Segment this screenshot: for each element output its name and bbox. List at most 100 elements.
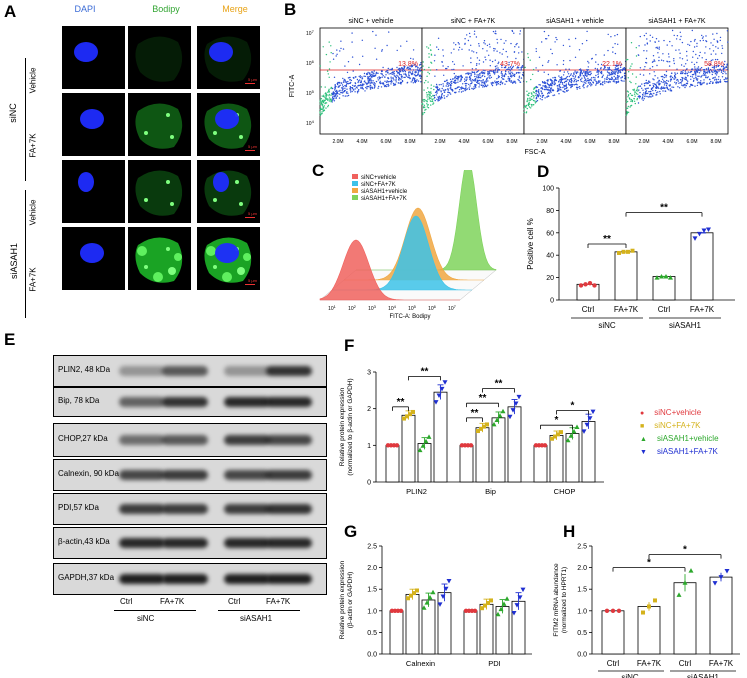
chart-h-point — [647, 604, 651, 609]
chart-g-point — [421, 605, 427, 610]
chart-f-point — [394, 443, 400, 448]
group-sinc: siNC — [8, 103, 18, 123]
flow-title-2: siNC + FA+7K — [451, 18, 496, 25]
chart-f-point — [482, 424, 486, 429]
flow-xlabel: FSC-A — [525, 149, 546, 156]
chart-f-point — [405, 414, 409, 419]
chart-d-point — [587, 281, 593, 286]
blot-band — [162, 504, 208, 514]
lane-group-siasah1: siASAH1 — [240, 614, 273, 623]
chart-f-point — [494, 417, 500, 423]
chart-d-point — [706, 227, 711, 232]
flow-xtick: 6.0M — [686, 139, 697, 145]
chart-d-point — [630, 248, 635, 253]
blot-band — [162, 366, 208, 376]
chart-g-point — [440, 594, 446, 600]
blot-band — [224, 538, 270, 548]
scale-bar — [245, 284, 255, 285]
chart-g-point — [412, 591, 416, 596]
blot-band — [224, 574, 270, 584]
chart-d-ytick-label: 0 — [550, 298, 554, 305]
chart-g-ytick-label: 0.5 — [367, 630, 377, 637]
chart-g-bar — [405, 593, 420, 655]
chart-f-point — [439, 386, 445, 392]
blot-band — [162, 574, 208, 584]
chart-f-point — [485, 422, 489, 427]
chart-g-ytick-label: 1.5 — [367, 587, 377, 594]
col-merge: Merge — [222, 4, 248, 14]
chart-d-sig-1-label: ** — [603, 234, 611, 245]
chart-f: Relative protein expression (normalized t… — [339, 366, 604, 496]
chart-d-xtick-4: FA+7K — [690, 305, 715, 314]
blot-band — [266, 504, 312, 514]
chart-h-point — [676, 592, 682, 597]
chart-g-bar — [463, 610, 478, 655]
flow-title-1: siNC + vehicle — [349, 18, 394, 25]
lane-label-3: Ctrl — [228, 597, 241, 606]
chart-f-point — [476, 429, 480, 434]
chart-f-point — [542, 443, 548, 448]
blot-label-6: β-actin,43 kDa — [58, 537, 110, 546]
chart-h-ylabel: (normalized to HPRT1) — [561, 567, 568, 633]
chart-h-point — [718, 575, 724, 580]
col-dapi: DAPI — [74, 4, 96, 14]
chart-h-bar-3 — [673, 582, 697, 655]
chart-f-ytick-label: 2 — [367, 406, 371, 413]
chart-d-point — [578, 283, 584, 288]
chart-f-point — [513, 401, 519, 407]
micrograph-r2-c3: 5 μm — [197, 93, 260, 156]
row-label-2: FA+7K — [28, 133, 38, 158]
scale-bar-label: 5 μm — [248, 278, 257, 283]
chart-h-ylabel: FITM2 mRNA abundance — [553, 563, 560, 637]
blot-band — [224, 504, 270, 514]
blot-7: GAPDH,37 kDa — [53, 563, 327, 595]
flow-xtick: 4.0M — [662, 139, 673, 145]
chart-g-xtick-2: PDI — [488, 659, 501, 668]
chart-h-xtick-1: Ctrl — [607, 659, 620, 668]
blot-band — [266, 538, 312, 548]
chart-d-point — [592, 283, 597, 288]
chart-g-point — [498, 606, 504, 612]
hist-legend-3: siASAH1+vehicle — [361, 189, 408, 195]
legend-f-marker: ▲ — [640, 436, 647, 443]
chart-f-bar — [385, 444, 400, 483]
flow-xtick: 2.0M — [638, 139, 649, 145]
chart-f-sig-2-label: ** — [421, 366, 429, 377]
panel-label-c: C — [312, 161, 325, 180]
legend-f-label: siASAH1+vehicle — [656, 434, 719, 443]
blot-band — [162, 470, 208, 480]
chart-f-point — [571, 428, 577, 434]
micrograph-r3-c2 — [128, 160, 191, 223]
hist-xlabel: FITC-A: Bodipy — [389, 314, 430, 320]
chart-f-point — [442, 380, 448, 385]
legend-f-item-1: ● siNC+vehicle — [640, 408, 719, 421]
flow-xtick: 8.0M — [710, 139, 721, 145]
chart-f-point — [559, 430, 563, 435]
chart-f-point — [553, 434, 557, 439]
legend-f-marker: ▼ — [640, 449, 647, 456]
flow-plot-4 — [625, 27, 729, 135]
chart-h-ytick-label: 0.5 — [577, 630, 587, 637]
chart-f-ylabel: (normalized to β-actin or GAPDH) — [347, 378, 354, 475]
chart-d-point — [692, 236, 698, 241]
hist-xtick: 102 — [348, 304, 357, 312]
chart-f-bar — [533, 444, 548, 483]
flow-percent-2: 43.7% — [500, 61, 520, 68]
flow-plot-2 — [421, 27, 525, 135]
flow-title-3: siASAH1 + vehicle — [546, 18, 604, 25]
chart-g: Relative protein expression (β-actin or G… — [339, 544, 532, 668]
scale-bar-label: 5 μm — [248, 144, 257, 149]
chart-h-point — [724, 569, 730, 574]
chart-h-ytick-label: 1.0 — [577, 608, 587, 615]
blot-4: Calnexin, 90 kDa — [53, 459, 327, 491]
chart-g-bar — [437, 592, 452, 655]
chart-g-bar — [479, 603, 494, 655]
chart-h: FITM2 mRNA abundance (normalized to HPRT1… — [553, 544, 740, 678]
legend-f-label: siNC+vehicle — [654, 408, 702, 417]
chart-d-sig-2-label: ** — [660, 203, 668, 214]
chart-f-point — [550, 436, 554, 441]
chart-g-point — [495, 611, 501, 617]
flow-xtick: 6.0M — [584, 139, 595, 145]
legend-f-item-3: ▲ siASAH1+vehicle — [640, 434, 719, 447]
micrograph-r3-c3: 5 μm — [197, 160, 260, 223]
